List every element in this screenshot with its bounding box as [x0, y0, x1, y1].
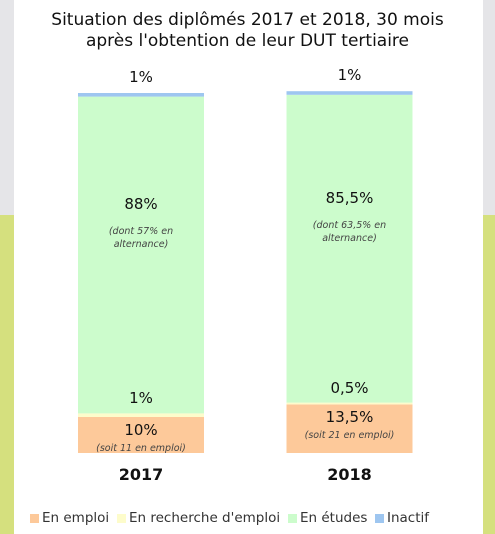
value-label: 0,5%	[330, 378, 369, 397]
value-label: 88%	[124, 195, 158, 213]
legend-label: Inactif	[387, 510, 430, 526]
bar-segment	[78, 417, 204, 453]
note: (dont 63,5% en alternance)	[312, 219, 387, 244]
bar-segment	[286, 404, 413, 453]
legend-swatch	[288, 514, 297, 523]
value-label: 1%	[129, 389, 153, 408]
legend-label: En études	[300, 510, 368, 526]
bar-segment	[78, 413, 204, 417]
bar-segment	[286, 91, 413, 95]
value-label: 10%	[124, 421, 158, 439]
note: (soit 11 en emploi)	[96, 443, 186, 454]
value-label: 1%	[129, 68, 153, 86]
note: (dont 57% en alternance)	[108, 226, 174, 250]
value-label: 85,5%	[325, 188, 374, 207]
bar-segment	[78, 96, 204, 414]
chart-title: Situation des diplômés 2017 et 2018, 30 …	[51, 10, 444, 51]
bar-segment	[286, 94, 413, 403]
legend-label: En emploi	[42, 510, 110, 526]
legend-swatch	[117, 514, 126, 523]
legend-swatch	[375, 514, 384, 523]
value-label: 13,5%	[325, 408, 374, 427]
x-tick-label: 2017	[118, 465, 164, 484]
note: (soit 21 en emploi)	[304, 430, 395, 442]
x-tick-label: 2018	[327, 465, 372, 484]
value-label: 1%	[337, 66, 362, 85]
legend-swatch	[30, 514, 39, 523]
bar-segment	[78, 93, 204, 97]
legend-label: En recherche d'emploi	[129, 510, 281, 526]
bar-segment	[286, 402, 413, 405]
